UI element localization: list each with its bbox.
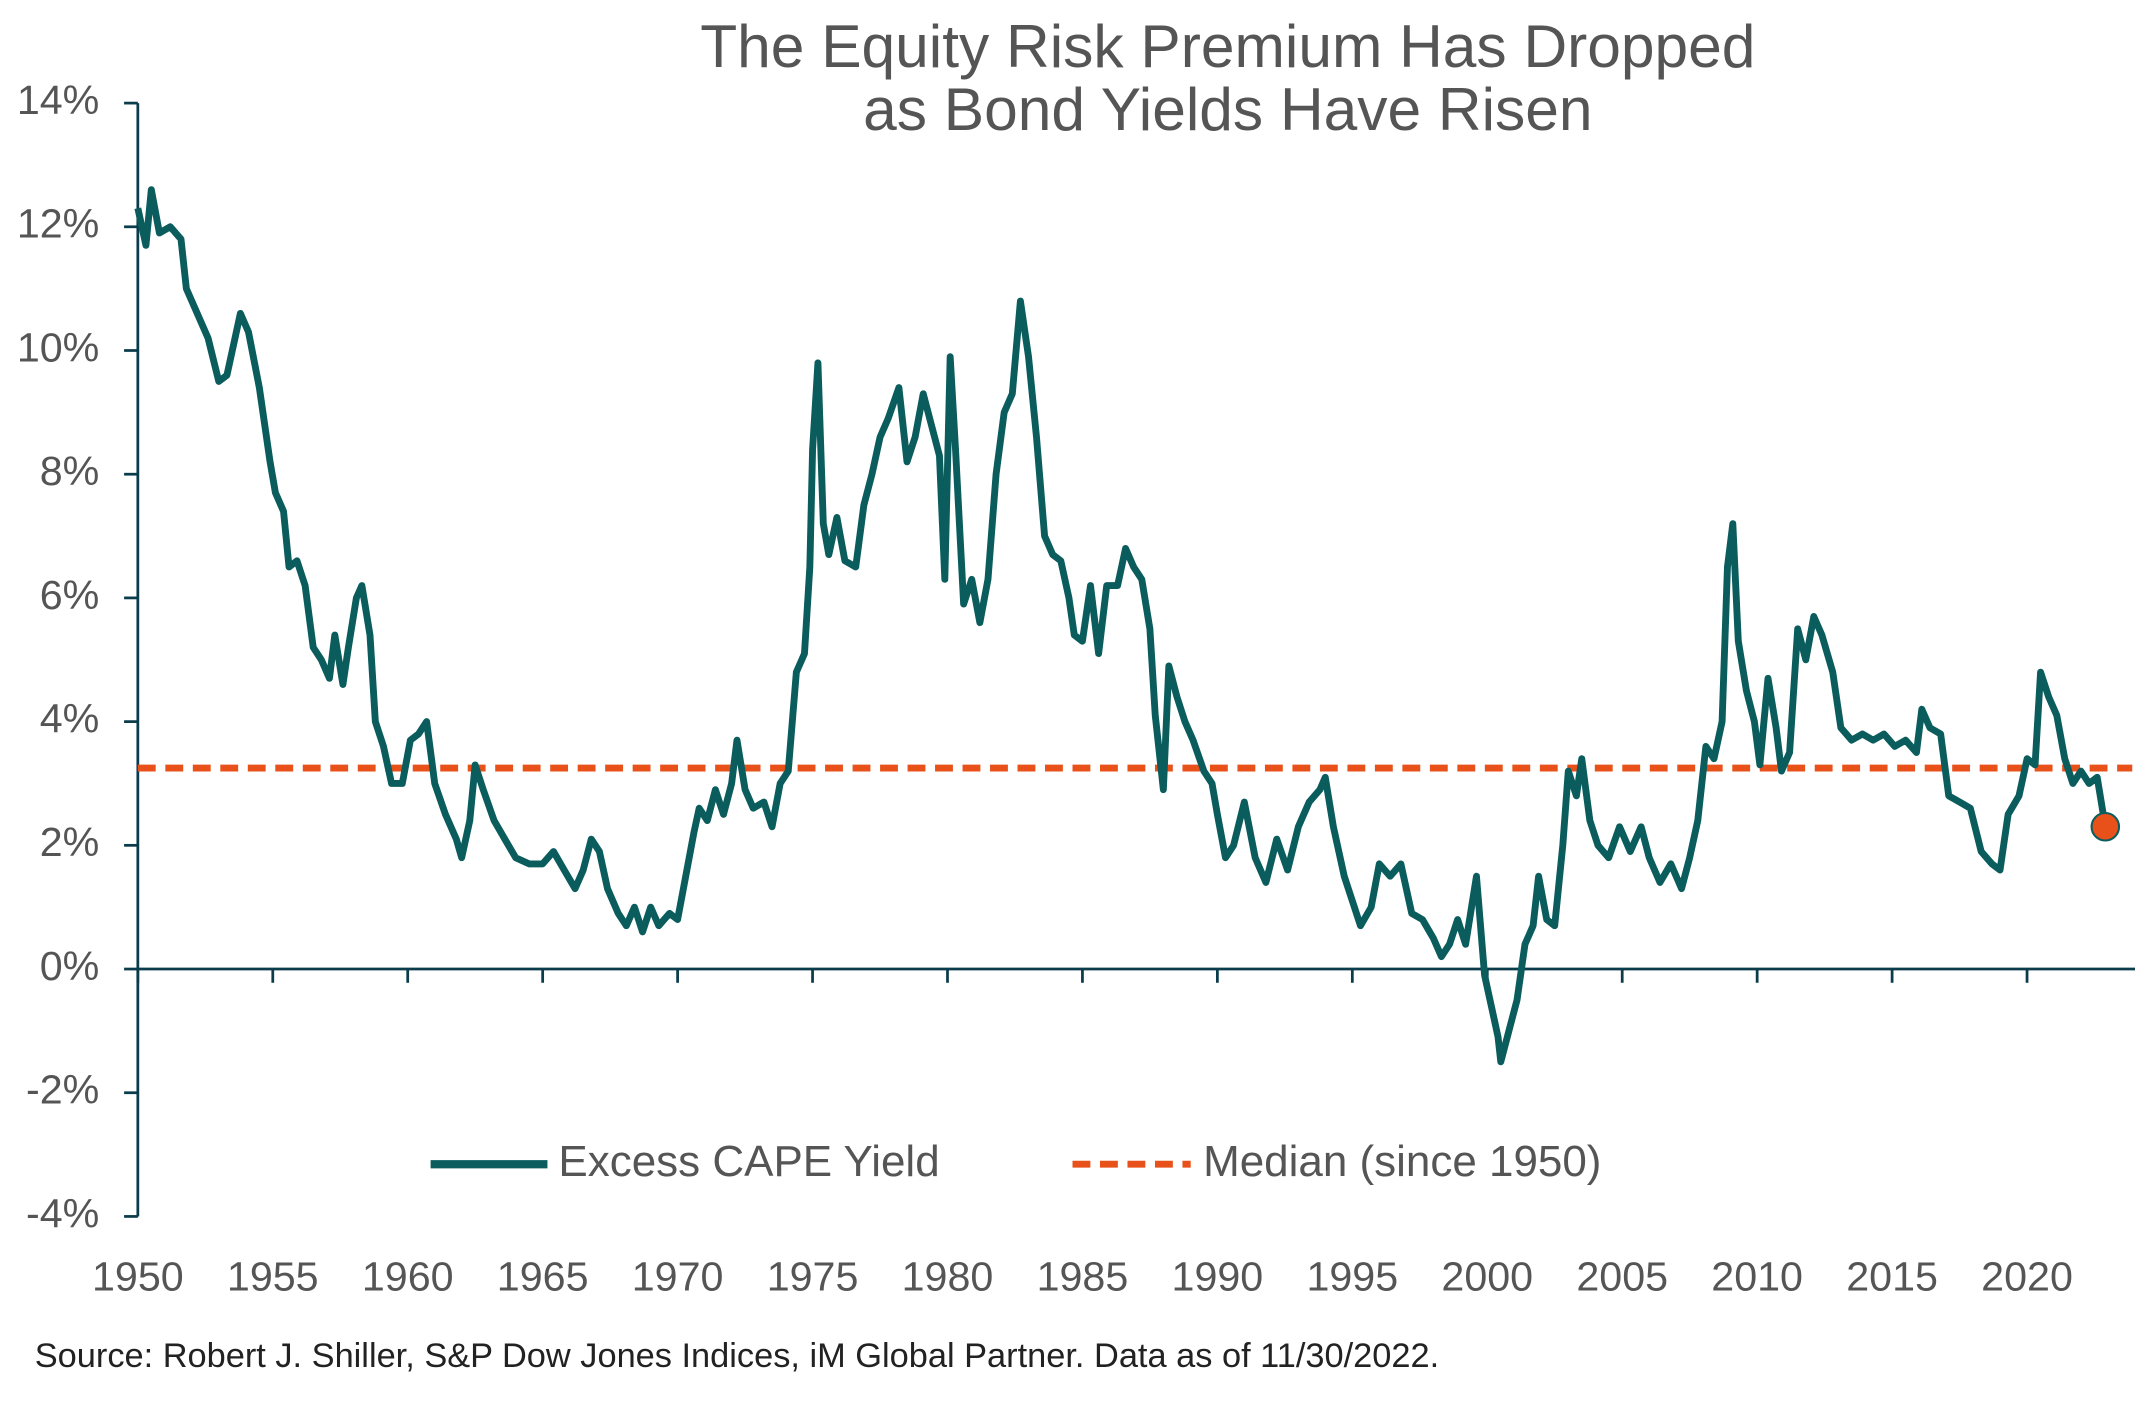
x-tick-label: 2000 xyxy=(1441,1254,1533,1300)
x-tick-label: 1970 xyxy=(632,1254,724,1300)
chart-title: The Equity Risk Premium Has Dropped xyxy=(700,12,1755,80)
x-tick-label: 2020 xyxy=(1981,1254,2073,1300)
y-tick-label: 6% xyxy=(40,572,100,618)
y-tick-label: 4% xyxy=(40,696,100,742)
x-tick-label: 2005 xyxy=(1576,1254,1668,1300)
y-tick-label: 14% xyxy=(17,77,100,123)
x-tick-label: 1980 xyxy=(902,1254,994,1300)
x-tick-label: 2010 xyxy=(1711,1254,1803,1300)
x-tick-label: 1985 xyxy=(1037,1254,1129,1300)
y-tick-label: -4% xyxy=(26,1190,99,1236)
legend-label: Excess CAPE Yield xyxy=(558,1137,939,1186)
x-tick-label: 1995 xyxy=(1306,1254,1398,1300)
y-tick-label: 12% xyxy=(17,201,100,247)
x-tick-label: 1960 xyxy=(362,1254,454,1300)
y-tick-label: 2% xyxy=(40,819,100,865)
chart-title: as Bond Yields Have Risen xyxy=(863,75,1592,143)
y-tick-label: 10% xyxy=(17,324,100,370)
x-tick-label: 1990 xyxy=(1172,1254,1264,1300)
y-tick-label: 0% xyxy=(40,943,100,989)
source-note: Source: Robert J. Shiller, S&P Dow Jones… xyxy=(35,1337,1439,1375)
x-tick-label: 1975 xyxy=(767,1254,859,1300)
line-series xyxy=(134,186,2109,1066)
y-tick-label: -2% xyxy=(26,1067,99,1113)
x-tick-label: 1950 xyxy=(92,1254,184,1300)
y-tick-label: 8% xyxy=(40,448,100,494)
legend-label: Median (since 1950) xyxy=(1203,1137,1601,1186)
x-tick-label: 1955 xyxy=(227,1254,319,1300)
x-tick-label: 2015 xyxy=(1846,1254,1938,1300)
x-tick-label: 1965 xyxy=(497,1254,589,1300)
endpoint-marker xyxy=(2090,811,2121,842)
